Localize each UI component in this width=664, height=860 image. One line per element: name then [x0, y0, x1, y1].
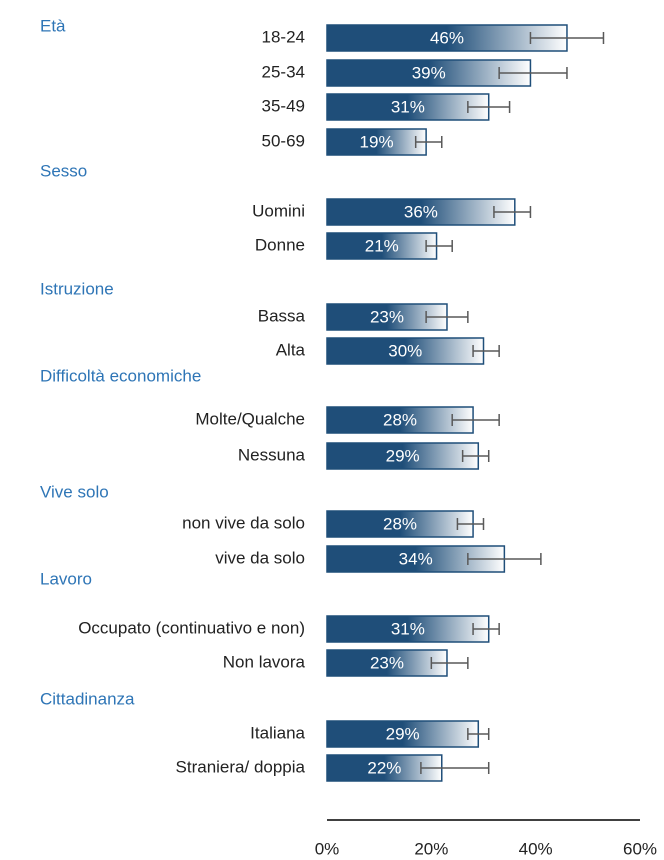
error-bar — [498, 67, 568, 79]
error-bar — [425, 240, 453, 252]
category-label: 25-34 — [262, 62, 305, 81]
category-label: Straniera/ doppia — [176, 757, 306, 776]
value-label: 29% — [386, 446, 420, 465]
value-label: 19% — [360, 132, 394, 151]
group-header: Età — [40, 16, 66, 35]
bar — [326, 615, 490, 643]
category-label: Alta — [276, 340, 306, 359]
value-label: 39% — [412, 63, 446, 82]
value-label: 46% — [430, 28, 464, 47]
bar — [326, 442, 480, 470]
value-label: 28% — [383, 514, 417, 533]
value-label: 21% — [365, 236, 399, 255]
value-label: 31% — [391, 619, 425, 638]
group-header: Sesso — [40, 161, 87, 180]
error-bar — [493, 206, 532, 218]
value-label: 30% — [388, 341, 422, 360]
error-bar — [456, 518, 485, 530]
category-label: 50-69 — [262, 131, 305, 150]
x-tick-label: 40% — [519, 839, 553, 858]
error-bar — [461, 450, 490, 462]
value-label: 31% — [391, 97, 425, 116]
category-label: Italiana — [250, 723, 305, 742]
category-label: vive da solo — [215, 548, 305, 567]
category-label: Non lavora — [223, 652, 306, 671]
category-label: Uomini — [252, 201, 305, 220]
error-bar — [425, 311, 469, 323]
error-bar — [420, 762, 490, 774]
bar — [326, 232, 438, 260]
error-bar — [451, 414, 500, 426]
value-label: 29% — [386, 724, 420, 743]
value-label: 36% — [404, 202, 438, 221]
group-header: Cittadinanza — [40, 689, 135, 708]
bar — [326, 59, 532, 87]
x-tick-label: 0% — [315, 839, 340, 858]
category-label: Nessuna — [238, 445, 306, 464]
category-label: Donne — [255, 235, 305, 254]
value-label: 34% — [399, 549, 433, 568]
bar — [326, 198, 516, 226]
category-label: 18-24 — [262, 27, 305, 46]
value-label: 23% — [370, 653, 404, 672]
bar — [326, 406, 474, 434]
x-tick-label: 60% — [623, 839, 657, 858]
error-bar — [467, 553, 542, 565]
x-tick-label: 20% — [414, 839, 448, 858]
bar — [326, 720, 480, 748]
bar — [326, 337, 485, 365]
value-label: 23% — [370, 307, 404, 326]
category-label: Occupato (continuativo e non) — [78, 618, 305, 637]
bar — [326, 24, 568, 52]
category-label: 35-49 — [262, 96, 305, 115]
category-label: Molte/Qualche — [195, 409, 305, 428]
error-bar — [467, 101, 511, 113]
error-bar — [472, 345, 500, 357]
value-label: 28% — [383, 410, 417, 429]
group-header: Lavoro — [40, 569, 92, 588]
group-header: Vive solo — [40, 482, 109, 501]
bar — [326, 649, 448, 677]
error-bar — [414, 136, 443, 148]
group-header: Difficoltà economiche — [40, 366, 201, 385]
error-bar — [529, 32, 605, 44]
category-label: Bassa — [258, 306, 306, 325]
value-label: 22% — [367, 758, 401, 777]
error-bar — [472, 623, 500, 635]
bar — [326, 128, 427, 156]
group-header: Istruzione — [40, 279, 114, 298]
category-label: non vive da solo — [182, 513, 305, 532]
error-bar — [467, 728, 490, 740]
error-bar — [430, 657, 469, 669]
